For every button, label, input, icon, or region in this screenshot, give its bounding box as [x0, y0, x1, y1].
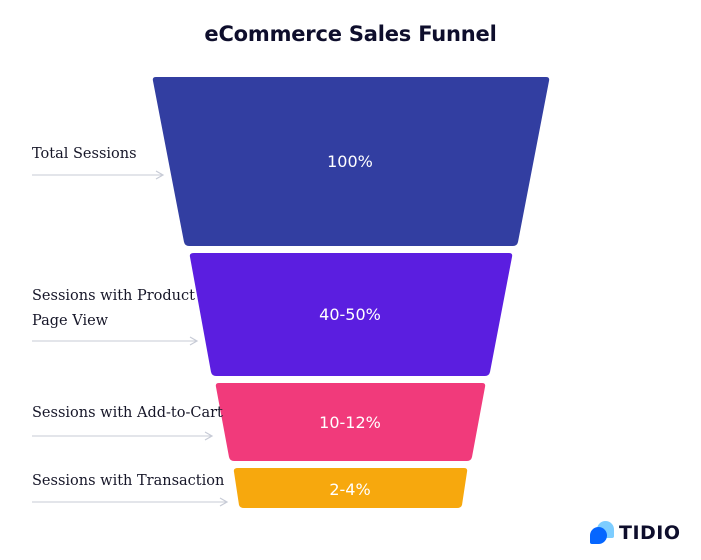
funnel-segment-add-to-cart: [215, 383, 486, 461]
chart-title: eCommerce Sales Funnel: [204, 22, 497, 46]
funnel-stage-product-page-view: 40-50%: [189, 253, 513, 376]
stage-label-add-to-cart: Sessions with Add-to-Cart: [32, 405, 223, 421]
stage-label-total-sessions: Total Sessions: [32, 146, 137, 162]
funnel-segment-product-page-view: [189, 253, 513, 376]
funnel-stage-add-to-cart: 10-12%: [215, 383, 486, 461]
funnel-stage-transaction: 2-4%: [233, 468, 468, 508]
arrow-add-to-cart: [32, 431, 214, 441]
tidio-logo: TIDIO: [590, 520, 681, 546]
funnel-value-add-to-cart: 10-12%: [319, 413, 381, 432]
funnel-value-total-sessions: 100%: [327, 152, 373, 171]
funnel-value-transaction: 2-4%: [329, 480, 370, 499]
funnel-segment-transaction: [233, 468, 468, 508]
tidio-chat-bubbles-icon: [590, 521, 614, 545]
funnel-stage-total-sessions: 100%: [152, 77, 550, 246]
stage-label-product-page-view: Sessions with Product Page View: [32, 288, 195, 329]
funnel-segment-total-sessions: [152, 77, 550, 246]
arrow-product-page-view: [32, 336, 199, 346]
stage-label-transaction: Sessions with Transaction: [32, 473, 225, 489]
logo-text: TIDIO: [619, 522, 681, 544]
funnel-value-product-page-view: 40-50%: [319, 305, 381, 324]
arrow-total-sessions: [32, 170, 165, 180]
arrow-transaction: [32, 497, 229, 507]
